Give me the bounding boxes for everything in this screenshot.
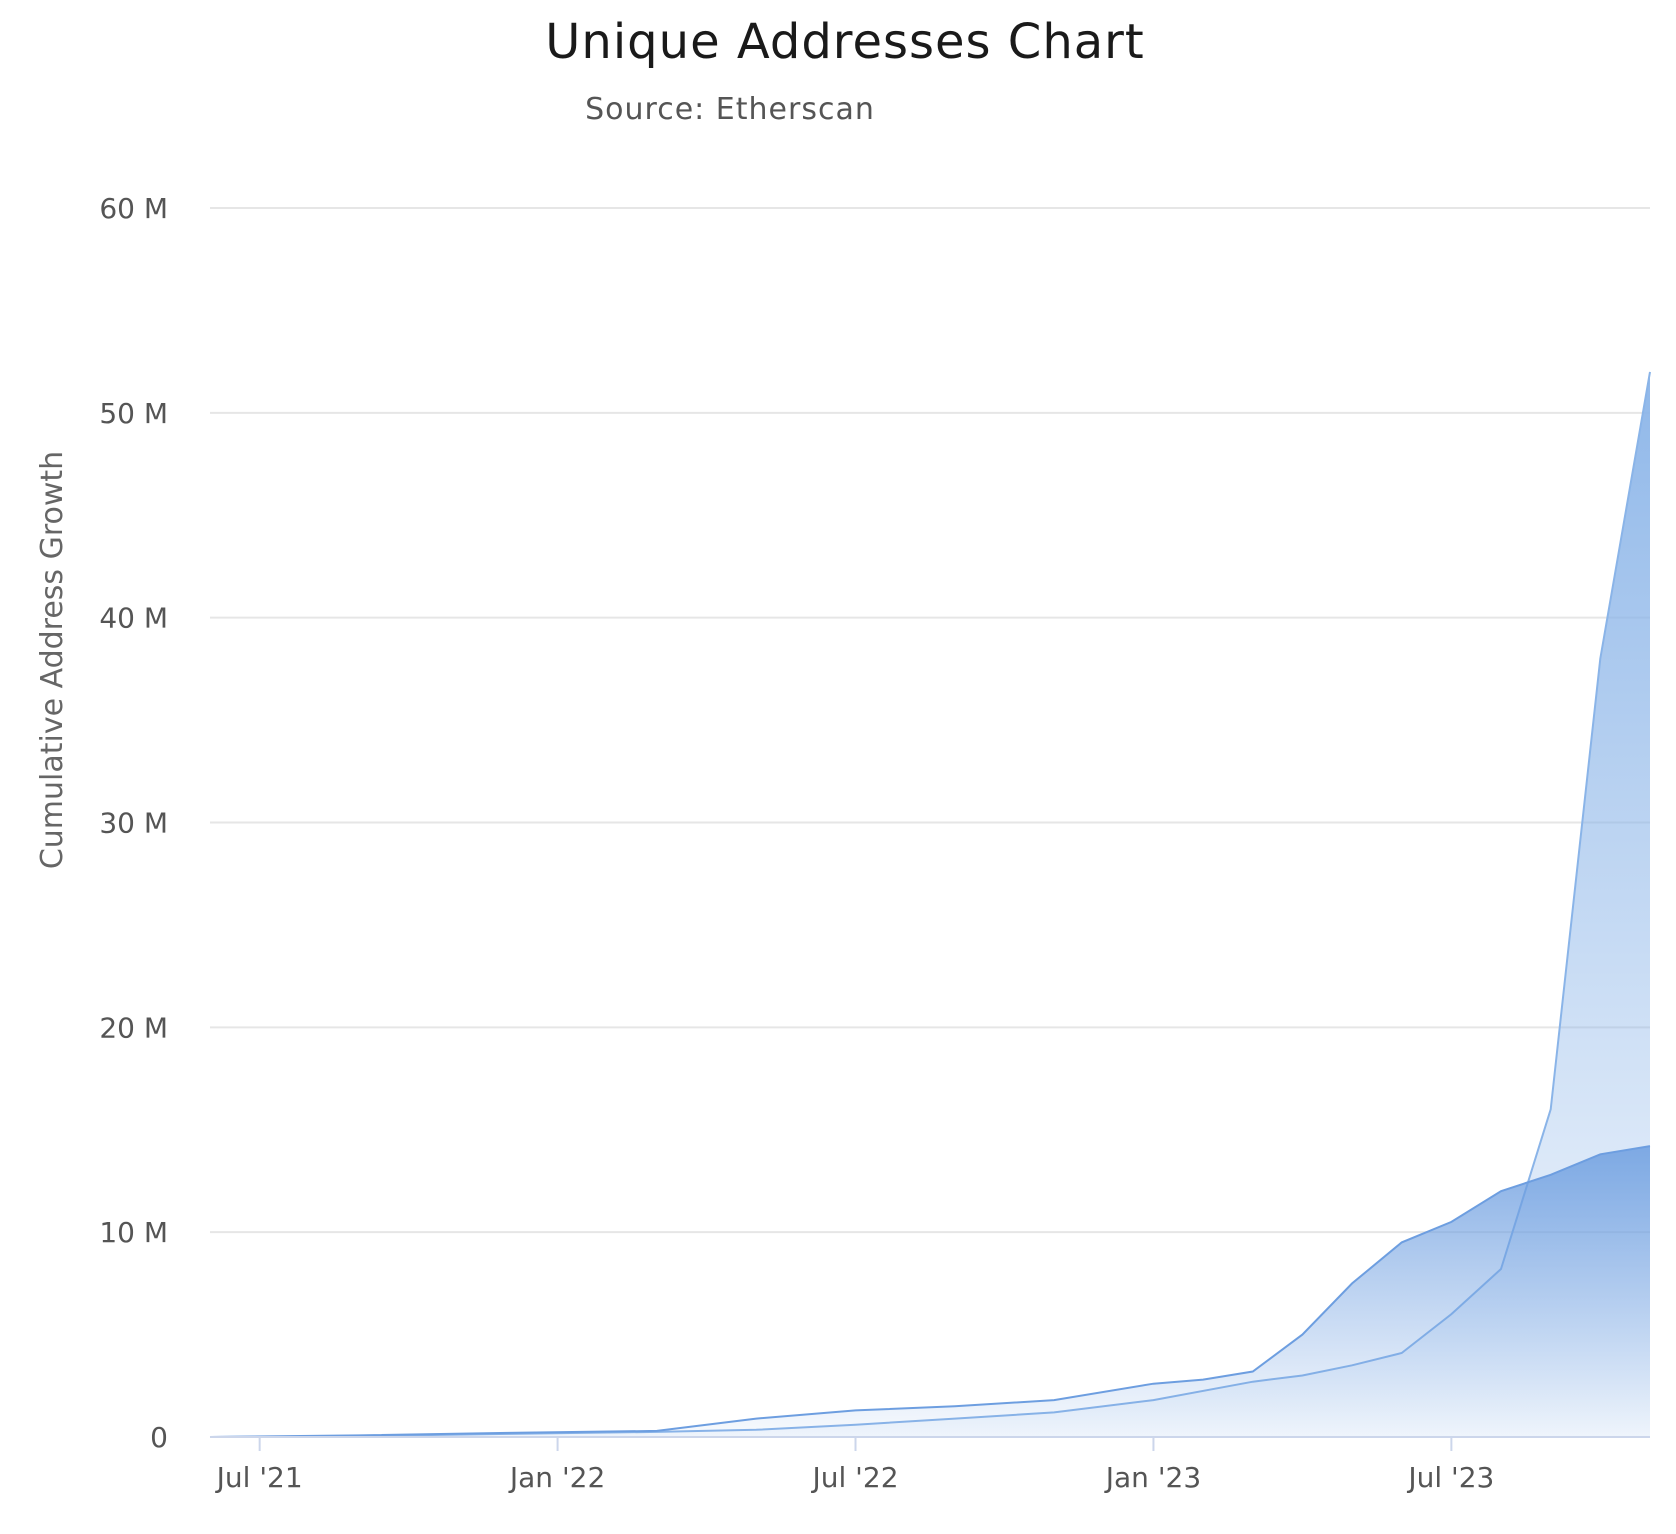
chart-subtitle: Source: Etherscan [585,92,875,127]
y-tick-label: 30 M [99,807,168,840]
grid-lines [210,207,1650,1234]
y-tick-label: 50 M [99,397,168,430]
y-axis: 0 10 M 20 M 30 M 40 M 50 M 60 M [99,192,168,1454]
chart-title: Unique Addresses Chart [545,14,1145,70]
y-tick-label: 20 M [99,1011,168,1044]
x-tick-label: Jul '21 [215,1461,303,1494]
x-tick-label: Jan '23 [1104,1461,1201,1494]
series-layer [209,371,1651,1438]
y-tick-label: 10 M [99,1216,168,1249]
y-tick-label: 60 M [99,192,168,225]
x-axis: Jul '21 Jan '22 Jul '22 Jan '23 Jul '23 [210,1436,1650,1494]
y-tick-label: 0 [150,1421,168,1454]
x-tick-label: Jul '22 [811,1461,899,1494]
x-tick-label: Jul '23 [1406,1461,1494,1494]
series-line [209,1145,1651,1438]
series-area [210,1146,1650,1437]
y-axis-label: Cumulative Address Growth [35,451,70,869]
x-tick-label: Jan '22 [508,1461,605,1494]
y-tick-label: 40 M [99,602,168,635]
